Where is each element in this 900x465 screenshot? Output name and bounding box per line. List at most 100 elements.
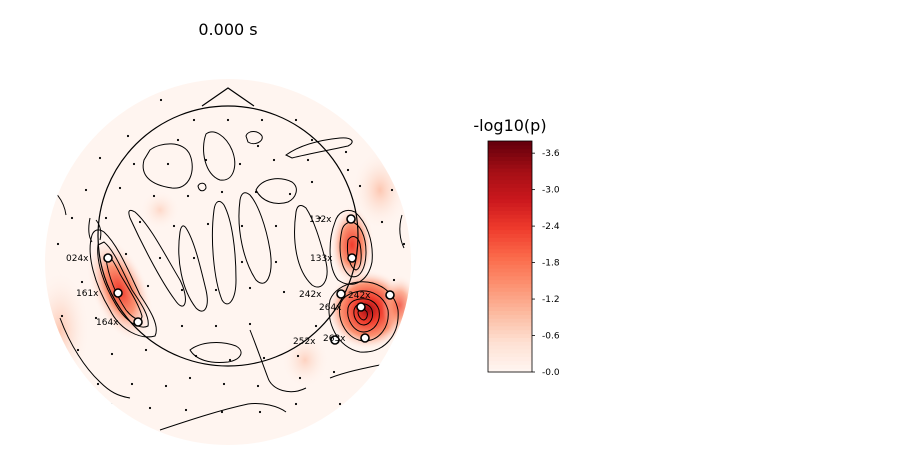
sensor-label: 242x: [348, 291, 371, 301]
sensor-dot: [338, 402, 342, 406]
colorbar-step: [488, 287, 532, 292]
colorbar-gradient: [488, 141, 532, 373]
sensor-dot: [152, 194, 156, 198]
sensor-dot: [256, 384, 260, 388]
sensor-label: 242x: [299, 290, 322, 300]
colorbar-step: [488, 198, 532, 204]
sensor-dot: [214, 324, 218, 328]
sensor-dot: [144, 348, 148, 352]
colorbar-step: [488, 260, 532, 265]
colorbar-step: [488, 352, 532, 358]
colorbar-step: [488, 214, 532, 219]
sensor-dot: [332, 370, 336, 374]
sensor-dot: [294, 118, 298, 122]
sensor-dot: [240, 224, 244, 228]
colorbar-step: [488, 306, 532, 311]
colorbar-step: [488, 202, 532, 208]
sensor-dot: [124, 252, 128, 256]
colorbar-step: [488, 218, 532, 223]
marked-sensors: 024x 161x 164x 132x 133x 242x 242x 264x 252x 263x: [66, 214, 395, 347]
sensor-dot: [104, 216, 108, 220]
sensor-dot: [296, 354, 300, 358]
plot-title: 0.000 s: [198, 20, 257, 39]
sensor-dot: [94, 316, 98, 320]
colorbar-step: [488, 318, 532, 323]
colorbar-step: [488, 295, 532, 300]
marked-sensor: [103, 253, 113, 263]
sensor-dot: [180, 324, 184, 328]
marked-sensor: [360, 333, 370, 343]
sensor-dot: [254, 190, 258, 194]
sensor-dot: [298, 376, 302, 380]
colorbar-step: [488, 256, 532, 261]
sensor-dot: [130, 382, 134, 386]
sensor-dot: [138, 220, 142, 224]
colorbar-step: [488, 141, 532, 146]
sensor-dot: [346, 168, 350, 172]
sensor-label: 132x: [309, 215, 332, 225]
marked-sensor: [113, 288, 123, 298]
colorbar-step: [488, 368, 532, 373]
sensor-dot: [76, 348, 80, 352]
head-outline: [97, 105, 359, 367]
sensor-dot: [172, 224, 176, 228]
colorbar-step: [488, 283, 532, 288]
sensor-dot: [294, 402, 298, 406]
colorbar-tick-label: -0.0: [542, 368, 560, 378]
sensor-dot: [192, 256, 196, 260]
sensor-label: 164x: [96, 318, 119, 328]
sensor-label: 024x: [66, 254, 89, 264]
colorbar-step: [488, 229, 532, 234]
sensor-dots: [56, 98, 406, 414]
sensor-dot: [184, 408, 188, 412]
marked-sensor: [356, 302, 366, 312]
colorbar-step: [488, 164, 532, 169]
colorbar-step: [488, 360, 532, 365]
sensor-label: 133x: [310, 254, 333, 264]
colorbar-step: [488, 271, 532, 277]
sensor-dot: [274, 224, 278, 228]
colorbar-step: [488, 210, 532, 215]
topomap: 024x 161x 164x 132x 133x 242x 242x 264x 252x 263x: [45, 79, 411, 445]
sensor-dot: [180, 288, 184, 292]
sensor-dot: [390, 188, 394, 192]
sensor-dot: [282, 290, 286, 294]
colorbar-step: [488, 183, 532, 188]
nose-outline: [201, 87, 255, 107]
sensor-dot: [314, 324, 318, 328]
sensor-dot: [148, 406, 152, 410]
sensor-dot: [274, 260, 278, 264]
colorbar-step: [488, 341, 532, 346]
colorbar-step: [488, 233, 532, 238]
colorbar-step: [488, 152, 532, 157]
colorbar-title: -log10(p): [473, 116, 546, 135]
colorbar-step: [488, 291, 532, 296]
sensor-label: 263x: [323, 334, 346, 344]
sensor-dot: [392, 278, 396, 282]
sensor-label: 161x: [76, 289, 99, 299]
sensor-dot: [380, 220, 384, 224]
colorbar-step: [488, 148, 532, 154]
sensor-dot: [70, 216, 74, 220]
sensor-dot: [220, 190, 224, 194]
sensor-dot: [222, 382, 226, 386]
colorbar-step: [488, 241, 532, 246]
sensor-dot: [132, 162, 136, 166]
colorbar-step: [488, 275, 532, 281]
marked-sensor: [347, 253, 357, 263]
sensor-dot: [358, 184, 362, 188]
colorbar-step: [488, 321, 532, 327]
sensor-dot: [126, 134, 130, 138]
marked-sensor: [330, 335, 340, 345]
sensor-dot: [238, 162, 242, 166]
sensor-dot: [159, 98, 163, 102]
colorbar-step: [488, 314, 532, 319]
sensor-dot: [214, 288, 218, 292]
sensor-dot: [166, 162, 170, 166]
sensor-dot: [248, 286, 252, 290]
sensor-dot: [188, 376, 192, 380]
colorbar-step: [488, 244, 532, 250]
colorbar-step: [488, 298, 532, 304]
colorbar-step: [488, 310, 532, 315]
colorbar-ticks: -3.6 -3.0 -2.4 -1.8 -1.2 -0.6 -0.0: [532, 149, 560, 378]
